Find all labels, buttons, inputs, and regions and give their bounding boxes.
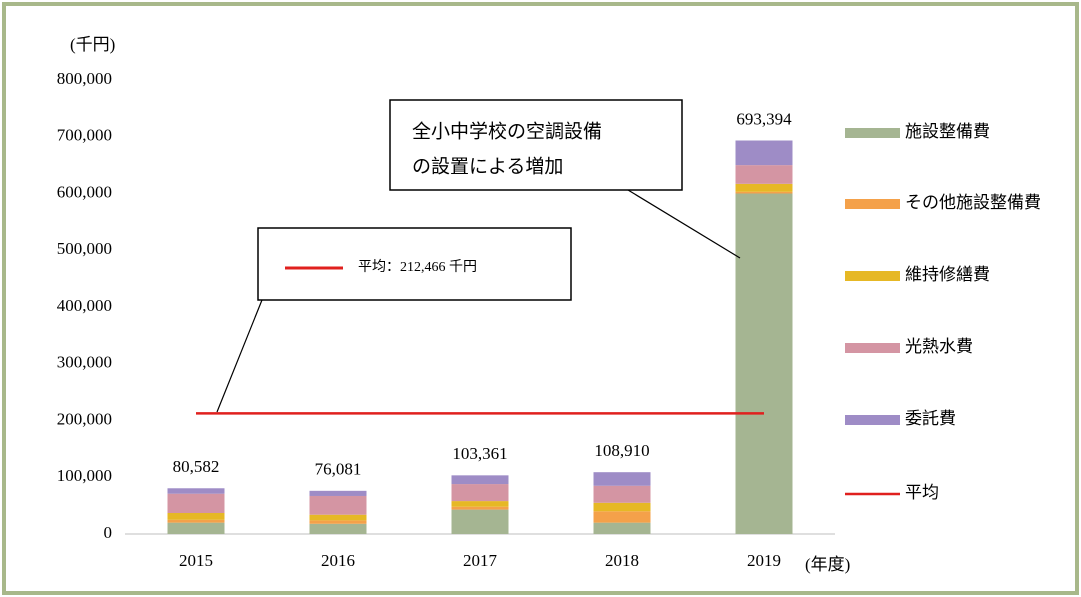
bar-segment	[451, 484, 509, 502]
legend-swatch	[845, 343, 900, 353]
legend-label: 施設整備費	[905, 122, 990, 141]
bar-segment	[309, 495, 367, 515]
total-label: 108,910	[594, 441, 649, 460]
bar-segment	[735, 191, 793, 194]
callout-text: 全小中学校の空調設備	[412, 120, 602, 142]
legend-swatch	[845, 415, 900, 425]
bar-segment	[451, 506, 509, 510]
y-tick-label: 800,000	[57, 69, 112, 88]
legend-label: その他施設整備費	[905, 193, 1041, 212]
y-tick-label: 0	[104, 523, 113, 542]
y-unit-label: (千円)	[70, 35, 115, 54]
y-tick-label: 700,000	[57, 126, 112, 145]
x-tick-label: 2017	[463, 551, 498, 570]
callout-text: 平均：212,466 千円	[358, 259, 477, 275]
total-label: 80,582	[173, 457, 220, 476]
legend-label: 委託費	[905, 409, 956, 428]
legend-swatch	[845, 199, 900, 209]
callout-text: の設置による増加	[412, 155, 563, 177]
callout-average: 平均：212,466 千円	[216, 227, 572, 413]
y-tick-label: 400,000	[57, 296, 112, 315]
legend-label: 平均	[905, 483, 939, 502]
y-tick-label: 200,000	[57, 409, 112, 428]
bar-segment	[593, 511, 651, 523]
bar-segment	[167, 493, 225, 514]
bar-segment	[735, 183, 793, 192]
x-unit-label: (年度)	[805, 555, 850, 574]
bar-segment	[735, 140, 793, 166]
bar-segment	[593, 472, 651, 486]
total-label: 693,394	[736, 109, 792, 128]
bar-segment	[167, 519, 225, 523]
y-tick-label: 500,000	[57, 239, 112, 258]
legend-swatch	[845, 271, 900, 281]
callout-pointer	[216, 299, 263, 413]
bar-segment	[309, 523, 367, 534]
bar-segment	[735, 193, 793, 534]
y-tick-label: 600,000	[57, 182, 112, 201]
total-label: 76,081	[315, 460, 362, 479]
callout-box	[257, 227, 572, 301]
bar-segment	[309, 514, 367, 521]
callout-box	[389, 99, 683, 191]
bar-segment	[593, 502, 651, 512]
bar-segment	[593, 485, 651, 503]
y-tick-label: 300,000	[57, 353, 112, 372]
bar-segment	[451, 509, 509, 534]
y-tick-label: 100,000	[57, 466, 112, 485]
x-tick-label: 2016	[321, 551, 355, 570]
bar-segment	[451, 501, 509, 507]
bar-segment	[451, 475, 509, 485]
legend-label: 維持修繕費	[905, 265, 990, 284]
callout-pointer	[627, 189, 741, 259]
total-label: 103,361	[452, 444, 507, 463]
legend-label: 光熱水費	[905, 337, 973, 356]
callout-increase: 全小中学校の空調設備 の設置による増加	[389, 99, 741, 259]
x-tick-label: 2019	[747, 551, 781, 570]
bar-segment	[309, 490, 367, 496]
bar-segment	[167, 522, 225, 534]
bar-segment	[167, 488, 225, 494]
x-tick-label: 2015	[179, 551, 213, 570]
bar-segment	[735, 165, 793, 184]
legend-swatch	[845, 128, 900, 138]
bar-segment	[167, 513, 225, 520]
x-tick-label: 2018	[605, 551, 639, 570]
bar-segment	[593, 522, 651, 534]
bar-segment	[309, 520, 367, 524]
